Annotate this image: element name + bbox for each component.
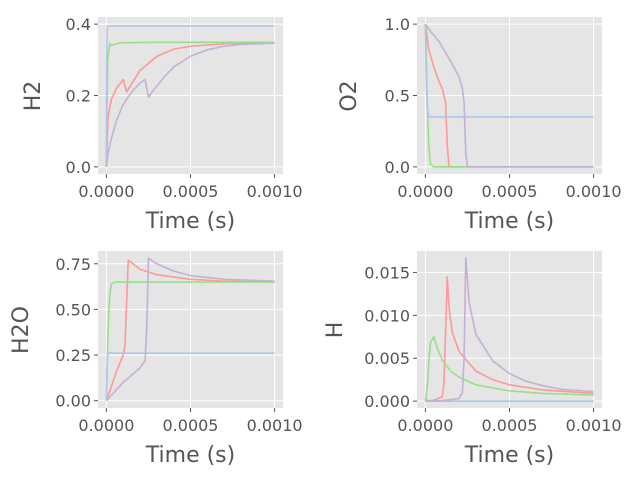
y-tick-label: 0.000 xyxy=(364,392,410,411)
x-tick-label: 0.0005 xyxy=(163,182,219,201)
x-axis-label: Time (s) xyxy=(145,443,235,468)
series-line-1 xyxy=(424,24,594,168)
y-tick-label: 0.75 xyxy=(55,255,91,274)
y-tick-label: 0.25 xyxy=(55,346,91,365)
y-tick-label: 0.0 xyxy=(385,158,410,177)
x-tick-label: 0.0010 xyxy=(566,182,622,201)
series-line-4 xyxy=(105,257,275,402)
y-tick-label: 0.00 xyxy=(55,392,91,411)
y-tick-label: 0.005 xyxy=(364,349,410,368)
y-axis-label: O2 xyxy=(337,80,362,111)
y-axis-label: H xyxy=(323,322,348,339)
chart-panel-3: 0.0000 0.0005 0.0010 0.00 0.25 0.50 0.75 Time (… xyxy=(9,251,303,468)
series-line-1 xyxy=(425,275,594,402)
series-line-1 xyxy=(105,259,275,401)
y-tick-label: 0.4 xyxy=(66,15,91,34)
series-line-2 xyxy=(424,335,594,402)
series-line-1 xyxy=(105,41,275,167)
series-line-3 xyxy=(424,396,594,402)
x-tick-label: 0.0005 xyxy=(163,416,219,435)
chart-panel-2: 0.0000 0.0005 0.0010 0.0 0.5 1.0 Time (s) O2 xyxy=(337,15,622,234)
y-tick-label: 0.50 xyxy=(55,300,91,319)
x-axis-label: Time (s) xyxy=(145,209,235,234)
x-tick-label: 0.0005 xyxy=(482,182,538,201)
series-line-3 xyxy=(105,25,275,167)
series-line-3 xyxy=(424,24,594,118)
y-tick-label: 1.0 xyxy=(385,15,410,34)
chart-panel-1: 0.0000 0.0005 0.0010 0.0 0.2 0.4 Time (s) H2 xyxy=(21,15,303,234)
y-tick-label: 0.0 xyxy=(66,158,91,177)
y-tick-label: 0.010 xyxy=(364,306,410,325)
y-tick-label: 0.2 xyxy=(66,87,91,106)
y-axis-label: H2 xyxy=(21,81,46,112)
x-tick-label: 0.0010 xyxy=(247,182,303,201)
chart-panel-4: 0.0000 0.0005 0.0010 0.000 0.005 0.010 0.015 Ti… xyxy=(323,251,622,468)
x-tick-label: 0.0000 xyxy=(78,182,134,201)
y-axis-label: H2O xyxy=(9,306,34,354)
x-tick-label: 0.0000 xyxy=(397,416,453,435)
series-line-4 xyxy=(424,23,594,168)
series-line-4 xyxy=(105,42,275,167)
series-line-3 xyxy=(105,352,275,401)
y-tick-label: 0.015 xyxy=(364,263,410,282)
x-tick-label: 0.0005 xyxy=(482,416,538,435)
x-tick-label: 0.0010 xyxy=(247,416,303,435)
x-axis-label: Time (s) xyxy=(464,209,554,234)
series-line-4 xyxy=(425,257,594,402)
x-axis-label: Time (s) xyxy=(464,443,554,468)
x-tick-label: 0.0010 xyxy=(566,416,622,435)
y-tick-label: 0.5 xyxy=(385,87,410,106)
x-tick-label: 0.0000 xyxy=(78,416,134,435)
x-tick-label: 0.0000 xyxy=(397,182,453,201)
